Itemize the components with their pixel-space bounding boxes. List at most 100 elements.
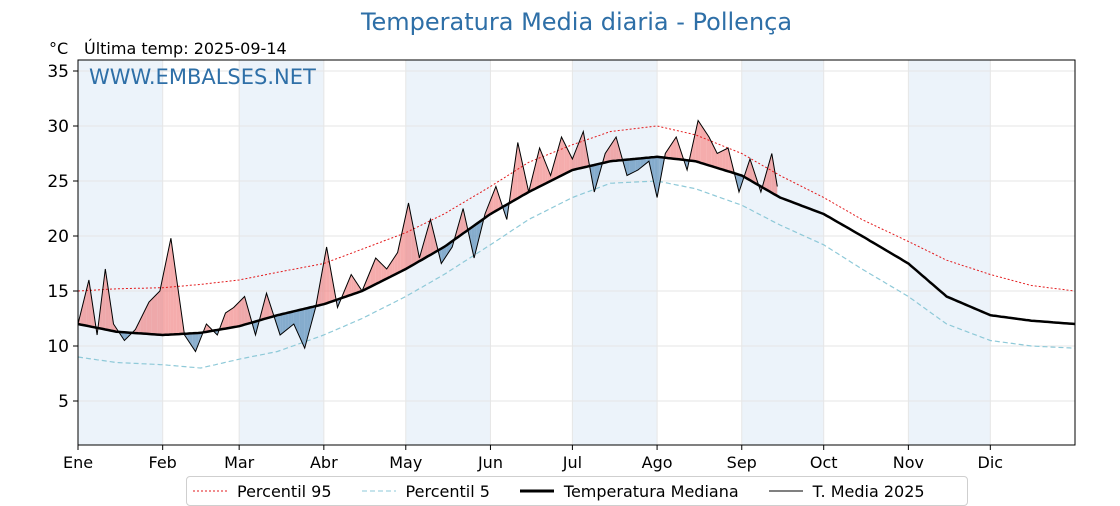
x-tick-label: May (389, 453, 422, 472)
fill-above (206, 324, 210, 332)
fill-above (173, 257, 177, 335)
x-tick-label: Mar (224, 453, 255, 472)
fill-above (345, 281, 349, 297)
fill-above (236, 302, 240, 327)
fill-above (151, 296, 155, 335)
series-line-p5 (77, 180, 1076, 369)
fill-below (476, 221, 480, 247)
fill-above (318, 277, 322, 306)
x-tick-label: Abr (310, 453, 338, 472)
legend: Percentil 95 Percentil 5 Temperatura Med… (186, 476, 968, 506)
fill-above (711, 142, 715, 168)
fill-below (124, 332, 128, 341)
fill-below (121, 332, 125, 341)
fill-above (373, 258, 376, 286)
legend-item-current: T. Media 2025 (768, 482, 925, 501)
fill-below (594, 164, 597, 192)
fill-below (195, 332, 199, 352)
fill-above (564, 142, 567, 175)
fill-below (301, 308, 305, 349)
fill-below (657, 156, 660, 198)
fill-above (706, 132, 709, 166)
fill-above (86, 280, 89, 327)
fill-above (176, 276, 180, 335)
fill-above (531, 170, 535, 191)
fill-below (632, 158, 636, 173)
fill-above (698, 120, 701, 163)
fill-above (351, 274, 354, 295)
fill-above (230, 307, 234, 328)
fill-above (244, 296, 248, 325)
month-band (78, 60, 163, 445)
fill-above (162, 264, 166, 335)
month-band (908, 60, 991, 445)
fill-below (187, 333, 190, 344)
median-line-icon (519, 489, 554, 493)
fill-above (378, 260, 382, 283)
watermark: WWW.EMBALSES.NET (89, 65, 316, 89)
fill-above (717, 152, 720, 169)
fill-above (487, 200, 491, 216)
fill-above (413, 230, 417, 265)
fill-above (375, 258, 379, 285)
fill-above (102, 269, 106, 330)
y-tick-label: 20 (47, 227, 69, 247)
fill-above (165, 251, 169, 335)
fill-above (389, 260, 393, 278)
fill-above (397, 240, 401, 274)
fill-above (392, 256, 395, 276)
fill-below (280, 313, 283, 335)
fill-below (296, 310, 300, 337)
fill-above (168, 238, 171, 335)
x-axis: Ene Feb Mar Abr May Jun Jul Ago Sep Oct Nov Dic (63, 445, 1003, 472)
fill-below (310, 306, 313, 328)
fill-above (80, 302, 84, 326)
x-tick-label: Ene (63, 453, 93, 472)
fill-above (457, 218, 461, 238)
fill-above (673, 137, 677, 159)
fill-above (427, 219, 431, 257)
fill-above (241, 296, 245, 326)
month-bands (78, 60, 991, 445)
fill-above (159, 277, 163, 335)
fill-above (722, 149, 726, 171)
fill-above (728, 148, 731, 173)
fill-above (558, 137, 562, 177)
series-line-2025 (77, 119, 778, 353)
fill-below (627, 159, 630, 176)
x-tick-label: Oct (810, 453, 838, 472)
fill-above (692, 132, 696, 162)
fill-above (408, 203, 412, 268)
y-tick-label: 30 (47, 117, 69, 137)
fill-below (291, 311, 294, 327)
fill-above (566, 148, 570, 173)
fill-above (329, 262, 333, 303)
chart-title: Temperatura Media diaria - Pollença (360, 8, 793, 36)
x-tick-label: Jul (562, 453, 582, 472)
fill-above (88, 280, 92, 327)
fill-below (739, 174, 742, 192)
fill-above (766, 163, 770, 192)
fill-above (747, 159, 750, 181)
series-lines (77, 119, 1076, 369)
fill-above (326, 247, 330, 304)
grid-lines (77, 60, 1075, 445)
fill-above (490, 193, 494, 214)
y-tick-label: 15 (47, 282, 69, 302)
fill-above (703, 128, 707, 165)
fill-above (670, 141, 674, 159)
fill-above (321, 262, 324, 305)
fill-below (504, 204, 507, 220)
x-tick-label: Jun (477, 453, 503, 472)
fill-above (463, 208, 466, 234)
fill-above (356, 282, 360, 293)
month-band (239, 60, 324, 445)
legend-item-median: Temperatura Mediana (519, 482, 739, 501)
fill-above (225, 311, 229, 329)
fill-above (108, 287, 111, 331)
fill-above (422, 238, 425, 260)
fill-above (367, 271, 371, 289)
series-line-p95 (77, 125, 1076, 292)
fill-above (146, 302, 150, 335)
